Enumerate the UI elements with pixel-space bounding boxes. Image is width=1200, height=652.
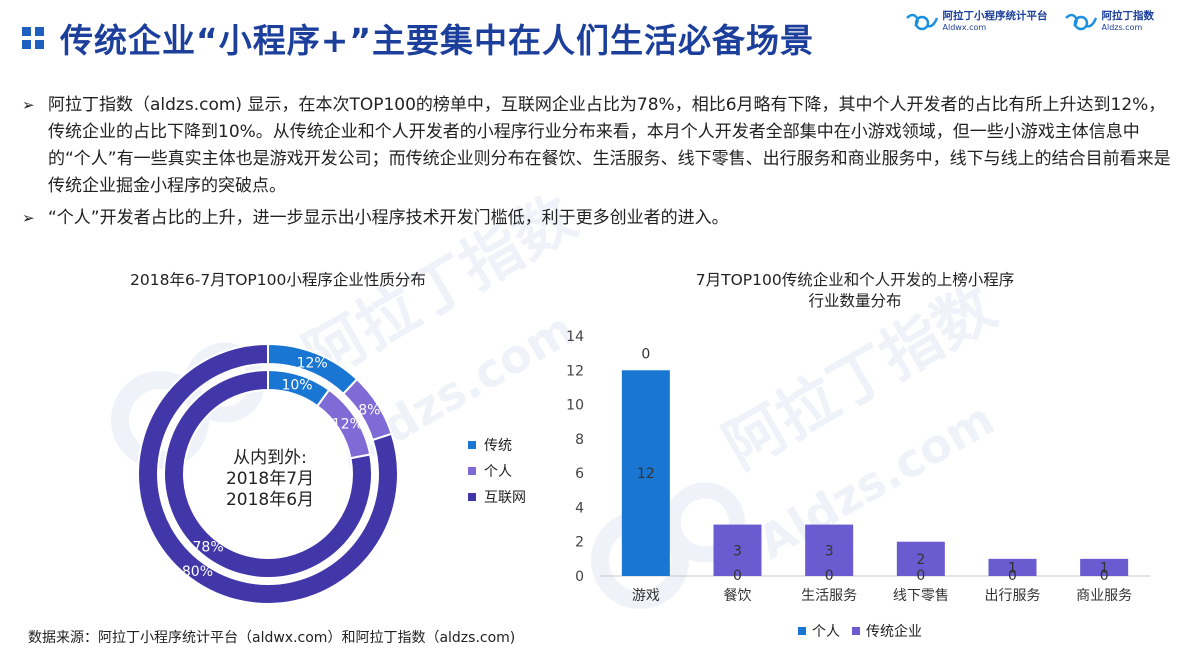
legend-swatch xyxy=(468,493,476,501)
bullet-list: ➢ 阿拉丁指数（aldzs.com) 显示，在本次TOP100的榜单中，互联网企… xyxy=(22,92,1172,237)
donut-chart: 10%12%78%12%8%80% xyxy=(137,342,399,605)
x-tick-label: 线下零售 xyxy=(893,588,949,604)
y-tick-label: 8 xyxy=(575,432,584,448)
legend-swatch xyxy=(852,627,860,635)
y-tick-label: 4 xyxy=(575,500,584,516)
donut-slice-outer-2 xyxy=(137,342,399,605)
center-line: 2018年7月 xyxy=(225,469,315,489)
data-source: 数据来源：阿拉丁小程序统计平台（aldwx.com）和阿拉丁指数（aldzs.c… xyxy=(28,630,516,646)
center-line: 2018年6月 xyxy=(225,490,315,510)
donut-label: 10% xyxy=(281,378,312,394)
donut-legend: 传统 个人 互联网 xyxy=(468,432,526,510)
bar-1-2 xyxy=(805,524,854,576)
bar-0-0 xyxy=(621,370,670,576)
y-tick-label: 14 xyxy=(566,329,584,345)
bar-data-label: 3 xyxy=(733,543,742,559)
logo-url: Aldzs.com xyxy=(1101,23,1143,32)
title-grid-icon xyxy=(22,27,44,49)
donut-label: 12% xyxy=(332,417,363,433)
donut-chart-title: 2018年6-7月TOP100小程序企业性质分布 xyxy=(130,271,426,289)
bar-data-label: 0 xyxy=(1008,568,1017,584)
legend-label: 个人 xyxy=(812,624,840,640)
bar-chart-title: 7月TOP100传统企业和个人开发的上榜小程序 行业数量分布 xyxy=(640,270,1070,312)
legend-label: 互联网 xyxy=(484,490,526,506)
legend-item: 个人 xyxy=(468,458,526,484)
bar-1-1 xyxy=(713,524,762,576)
donut-center-text: 从内到外: 2018年7月 2018年6月 xyxy=(200,448,340,511)
y-tick-label: 10 xyxy=(566,398,584,414)
legend-swatch xyxy=(468,467,476,475)
x-tick-label: 商业服务 xyxy=(1076,588,1132,604)
donut-label: 80% xyxy=(182,564,213,580)
bullet-item: ➢ 阿拉丁指数（aldzs.com) 显示，在本次TOP100的榜单中，互联网企… xyxy=(22,92,1172,200)
bar-legend: 个人 传统企业 xyxy=(798,621,922,641)
legend-label: 个人 xyxy=(484,464,512,480)
logo-name: 阿拉丁小程序统计平台 xyxy=(942,10,1048,22)
bar-1-4 xyxy=(988,558,1037,576)
logo-aldzs: 阿拉丁指数 Aldzs.com xyxy=(1064,10,1155,34)
logo-aldwx: 阿拉丁小程序统计平台 Aldwx.com xyxy=(905,10,1048,34)
logo-url: Aldwx.com xyxy=(942,23,987,32)
bar-title-line: 行业数量分布 xyxy=(808,292,902,310)
donut-label: 8% xyxy=(358,403,380,419)
legend-label: 传统企业 xyxy=(866,624,922,640)
aladdin-logo-icon xyxy=(1064,13,1097,31)
arrow-bullet-icon: ➢ xyxy=(22,96,35,114)
legend-label: 传统 xyxy=(484,438,512,454)
donut-label: 12% xyxy=(297,355,328,371)
bar-data-label: 0 xyxy=(733,568,742,584)
bar-data-label: 0 xyxy=(1100,568,1109,584)
x-tick-label: 生活服务 xyxy=(801,588,857,604)
arrow-bullet-icon: ➢ xyxy=(22,209,35,227)
legend-item: 互联网 xyxy=(468,484,526,510)
bullet-item: ➢ “个人”开发者占比的上升，进一步显示出小程序技术开发门槛低，利于更多创业者的… xyxy=(22,205,1172,232)
logo-name: 阿拉丁指数 xyxy=(1101,10,1155,22)
bullet-text: 阿拉丁指数（aldzs.com) 显示，在本次TOP100的榜单中，互联网企业占… xyxy=(48,95,1171,196)
donut-slice-inner-2 xyxy=(163,368,373,579)
bullet-text: “个人”开发者占比的上升，进一步显示出小程序技术开发门槛低，利于更多创业者的进入… xyxy=(48,208,729,228)
legend-swatch xyxy=(468,441,476,449)
aladdin-logo-icon xyxy=(905,13,938,31)
donut-label: 78% xyxy=(193,539,224,555)
logo-group: 阿拉丁小程序统计平台 Aldwx.com 阿拉丁指数 Aldzs.com xyxy=(905,10,1155,34)
bar-data-label: 12 xyxy=(637,466,655,482)
x-tick-label: 游戏 xyxy=(632,588,660,604)
legend-item: 传统 xyxy=(468,432,526,458)
page-title: 传统企业“小程序+”主要集中在人们生活必备场景 xyxy=(60,21,815,60)
y-tick-label: 0 xyxy=(575,569,584,585)
bar-data-label: 2 xyxy=(916,552,925,568)
bar-data-label: 0 xyxy=(825,568,834,584)
legend-swatch xyxy=(798,627,806,635)
x-tick-label: 出行服务 xyxy=(985,588,1041,604)
bar-title-line: 7月TOP100传统企业和个人开发的上榜小程序 xyxy=(695,271,1015,289)
bar-1-5 xyxy=(1080,558,1129,576)
bar-1-3 xyxy=(896,541,945,576)
y-tick-label: 2 xyxy=(575,535,584,551)
bar-data-label: 0 xyxy=(916,568,925,584)
bar-data-label: 1 xyxy=(1100,560,1109,576)
x-tick-label: 餐饮 xyxy=(724,588,752,604)
center-line: 从内到外: xyxy=(233,448,307,468)
y-tick-label: 12 xyxy=(566,363,584,379)
bar-data-label: 0 xyxy=(641,346,650,362)
y-tick-label: 6 xyxy=(575,466,584,482)
bar-data-label: 3 xyxy=(825,543,834,559)
bar-data-label: 1 xyxy=(1008,560,1017,576)
